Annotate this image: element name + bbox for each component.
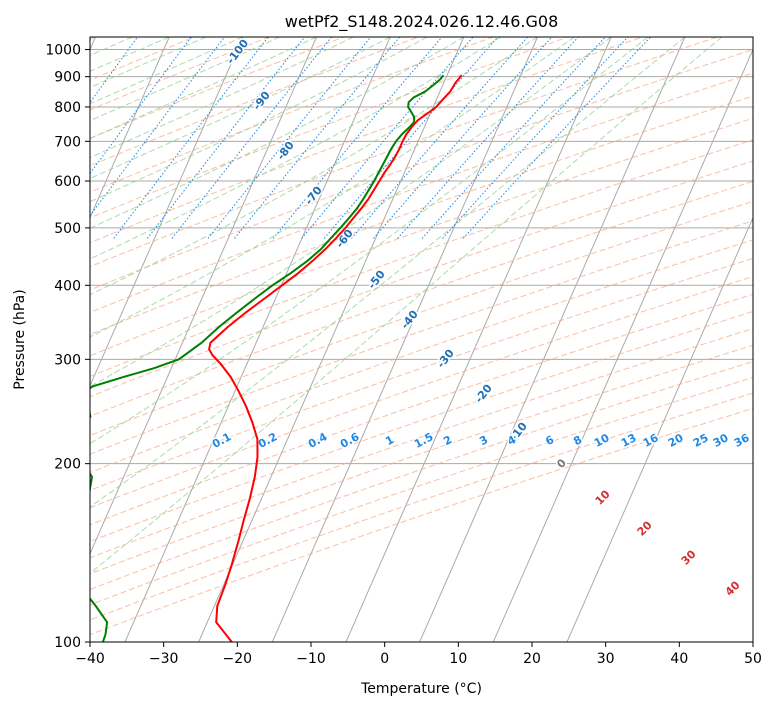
y-tick-label: 600: [54, 174, 81, 190]
dry-adiabat-line: [90, 276, 753, 509]
plot-frame: [89, 36, 754, 643]
mixing-ratio-line: [351, 37, 528, 239]
isotherm-grid: [90, 37, 753, 642]
x-tick-label: −30: [149, 651, 179, 667]
mixing-ratio-line: [397, 37, 579, 239]
dry-adiabat-line: [90, 407, 753, 636]
y-tick-label: 500: [54, 221, 81, 237]
dry-adiabat-line: [90, 49, 753, 291]
isotherm-line: [90, 37, 170, 219]
mixing-ratio-line: [146, 37, 306, 239]
dry-adiabat-line: [90, 239, 753, 474]
mixing-ratio-line: [462, 37, 652, 239]
isotherm-line: [198, 37, 465, 642]
dry-adiabat-line: [90, 180, 753, 417]
moist-adiabat-line: [90, 37, 391, 179]
dry-adiabat-line: [90, 117, 753, 357]
x-tick-label: 50: [744, 651, 762, 667]
x-tick-label: −10: [296, 651, 326, 667]
moist-adiabat-line: [90, 37, 465, 229]
moist-adiabat-line: [90, 37, 280, 122]
mixing-ratio-line: [272, 37, 443, 239]
moist-adiabat-line: [90, 37, 723, 574]
y-tick-label: 200: [54, 457, 81, 473]
y-tick-label: 900: [54, 70, 81, 86]
moist-adiabat-line: [90, 37, 317, 140]
isotherm-line: [345, 37, 612, 642]
dry-adiabat-line: [90, 95, 753, 335]
y-tick-label: 800: [54, 100, 81, 116]
moist-adiabat-line: [90, 37, 686, 508]
dry-adiabat-line: [90, 392, 753, 621]
x-tick-label: 10: [449, 651, 467, 667]
dewpoint-series-line: [90, 74, 445, 642]
x-tick-label: 30: [597, 651, 615, 667]
y-axis-title: Pressure (hPa): [12, 289, 28, 389]
mixing-ratio-lines: [90, 37, 652, 239]
dry-adiabat-line: [90, 72, 753, 313]
moist-adiabat-line: [90, 37, 538, 296]
isotherm-line: [124, 37, 391, 642]
dry-adiabat-line: [90, 311, 753, 543]
mixing-ratio-line: [234, 37, 401, 239]
dry-adiabat-line: [90, 220, 753, 455]
moist-adiabat-line: [90, 37, 612, 388]
dry-adiabat-line: [90, 328, 753, 559]
moist-adiabat-line: [90, 37, 575, 338]
x-tick-label: 40: [670, 651, 688, 667]
y-tick-label: 700: [54, 134, 81, 150]
sounding-profiles: [90, 74, 463, 642]
mixing-ratio-line: [113, 37, 269, 239]
moist-adiabat-line: [90, 37, 244, 105]
mixing-ratio-line: [171, 37, 332, 239]
mixing-ratio-line: [207, 37, 372, 239]
dry-adiabat-line: [90, 37, 718, 268]
moist-adiabat-line: [90, 37, 649, 445]
moist-adiabat-line: [90, 37, 428, 203]
mixing-ratio-line: [323, 37, 499, 239]
x-axis-title: Temperature (°C): [360, 681, 482, 697]
mixing-ratio-line: [442, 37, 629, 239]
isotherm-line: [492, 48, 753, 642]
y-tick-label: 100: [54, 635, 81, 651]
moist-adiabats: [90, 37, 723, 574]
y-axis-ticks: 100 200 300 400 500 600 700 800 900 1000: [45, 43, 90, 651]
y-tick-label: 1000: [45, 43, 81, 59]
isotherm-line: [566, 216, 753, 642]
isotherm-line: [419, 37, 686, 642]
x-tick-label: −40: [75, 651, 105, 667]
dry-adiabat-line: [90, 37, 568, 219]
dry-adiabat-line: [90, 139, 753, 378]
x-tick-label: 0: [380, 651, 389, 667]
mixing-ratio-line: [373, 37, 553, 239]
dry-adiabat-line: [90, 37, 643, 244]
temperature-series-line: [208, 74, 463, 642]
chart-title: wetPf2_S148.2024.026.12.46.G08: [285, 12, 559, 32]
x-tick-label: −20: [223, 651, 253, 667]
isotherm-line: [90, 37, 244, 387]
dry-adiabats: [90, 37, 753, 636]
x-tick-label: 20: [523, 651, 541, 667]
dry-adiabat-line: [90, 361, 753, 591]
y-tick-label: 300: [54, 352, 81, 368]
y-tick-label: 400: [54, 278, 81, 294]
isobar-grid: [90, 49, 753, 642]
x-axis-ticks: −40 −30 −20 −10 0 10 20 30 40 50: [75, 642, 762, 667]
